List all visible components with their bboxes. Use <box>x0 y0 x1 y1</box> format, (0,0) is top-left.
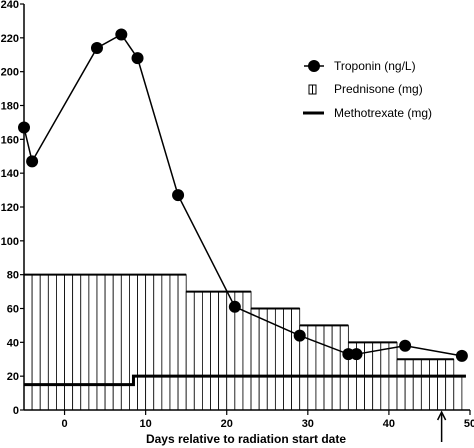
prednisone-bar <box>161 274 171 411</box>
prednisone-bar <box>47 274 57 411</box>
y-tick-label: 200 <box>1 67 19 79</box>
prednisone-bar <box>185 291 195 411</box>
prednisone-bar <box>72 274 82 411</box>
prednisone-bar <box>104 274 114 411</box>
troponin-point <box>90 41 103 54</box>
x-tick-label: 10 <box>140 418 152 430</box>
prednisone-bar <box>129 274 138 411</box>
x-tick-label: 40 <box>383 418 395 430</box>
prednisone-bar <box>274 308 284 411</box>
y-tick-label: 180 <box>1 101 19 113</box>
x-tick-label: 50 <box>464 418 474 430</box>
legend: Troponin (ng/L) Prednisone (mg) Methotre… <box>303 59 432 120</box>
prednisone-bar <box>39 274 49 411</box>
y-tick-label: 240 <box>1 0 19 11</box>
prednisone-bar <box>64 274 74 411</box>
arrow-head <box>436 410 447 421</box>
prednisone-bars-group <box>23 273 463 411</box>
troponin-series-group <box>18 28 468 362</box>
methotrexate-line-group <box>24 374 466 387</box>
y-tick-label: 80 <box>7 270 19 282</box>
prednisone-bar <box>88 274 98 411</box>
troponin-point <box>26 155 39 168</box>
troponin-line <box>23 33 463 357</box>
prednisone-bar <box>404 358 414 411</box>
prednisone-bar <box>177 274 187 411</box>
troponin-point <box>115 28 128 41</box>
prednisone-bar <box>153 274 163 411</box>
y-tick-label: 60 <box>7 304 19 316</box>
prednisone-bar <box>218 291 228 411</box>
troponin-point <box>131 52 144 65</box>
prednisone-bar <box>169 274 179 411</box>
y-tick-label: 0 <box>13 405 19 417</box>
prednisone-bar <box>137 274 147 411</box>
troponin-point <box>228 300 241 313</box>
prednisone-bar <box>323 325 333 411</box>
x-tick-label: 0 <box>61 418 67 430</box>
legend-item-methotrexate: Methotrexate (mg) <box>303 106 432 120</box>
prednisone-bar <box>307 325 317 411</box>
legend-troponin-label: Troponin (ng/L) <box>334 59 416 73</box>
y-tick-label: 220 <box>1 33 19 45</box>
prednisone-bar <box>291 308 301 411</box>
prednisone-bar <box>120 274 130 411</box>
prednisone-bar <box>437 358 447 411</box>
prednisone-bar <box>193 291 203 411</box>
prednisone-bar <box>315 325 325 411</box>
prednisone-bar <box>210 291 220 411</box>
prednisone-bar <box>23 274 33 411</box>
prednisone-bar <box>339 325 349 411</box>
prednisone-bar <box>250 308 260 411</box>
prednisone-bar <box>201 291 211 411</box>
prednisone-bar <box>453 375 463 411</box>
x-tick-label: 30 <box>302 418 314 430</box>
troponin-point <box>172 189 185 202</box>
annotation-arrow <box>436 410 447 442</box>
prednisone-bar <box>145 274 155 411</box>
prednisone-bar <box>420 358 430 411</box>
legend-methotrexate-label: Methotrexate (mg) <box>334 106 432 120</box>
y-tick-label: 120 <box>1 202 19 214</box>
prednisone-bar <box>283 308 292 411</box>
troponin-point <box>399 339 412 352</box>
troponin-point <box>350 348 363 361</box>
prednisone-bar <box>331 325 341 411</box>
prednisone-bar <box>396 358 406 411</box>
legend-troponin-marker <box>308 60 320 72</box>
methotrexate-line <box>24 374 466 387</box>
prednisone-bar <box>96 274 106 411</box>
prednisone-bar <box>80 274 90 411</box>
y-tick-label: 20 <box>7 371 19 383</box>
legend-prednisone-label: Prednisone (mg) <box>334 82 423 96</box>
prednisone-bar <box>56 274 65 411</box>
y-tick-label: 40 <box>7 337 19 349</box>
troponin-point <box>293 329 306 342</box>
prednisone-bar <box>112 274 122 411</box>
legend-item-prednisone: Prednisone (mg) <box>308 82 423 96</box>
legend-item-troponin: Troponin (ng/L) <box>304 59 416 73</box>
x-axis-title: Days relative to radiation start date <box>146 432 346 446</box>
y-tick-label: 140 <box>1 168 19 180</box>
prednisone-bar <box>258 308 268 411</box>
prednisone-bar <box>31 274 41 411</box>
y-tick-label: 160 <box>1 134 19 146</box>
x-tick-label: 20 <box>221 418 233 430</box>
y-tick-label: 100 <box>1 236 19 248</box>
prednisone-bar <box>445 358 455 411</box>
troponin-point <box>455 349 468 362</box>
prednisone-bar <box>429 358 438 411</box>
prednisone-bar <box>412 358 422 411</box>
prednisone-bar <box>242 291 252 411</box>
